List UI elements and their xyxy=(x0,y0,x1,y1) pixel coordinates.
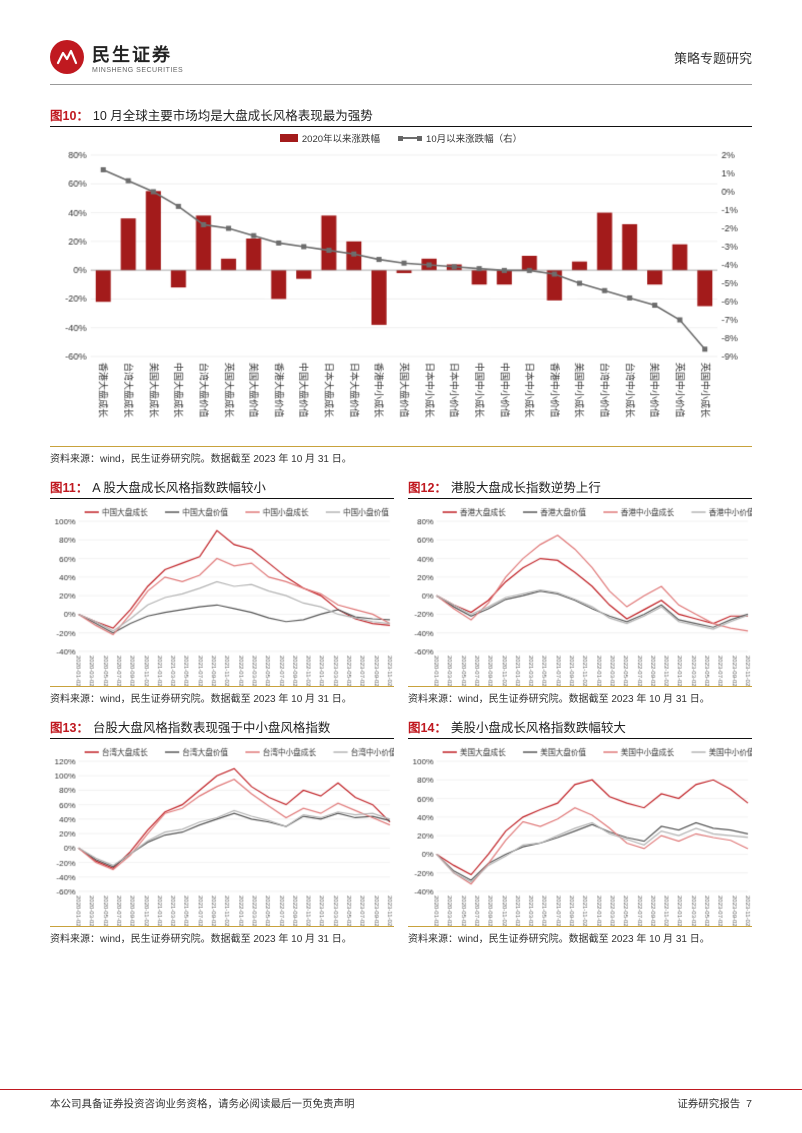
fig13-title-text: 台股大盘风格指数表现强于中小盘风格指数 xyxy=(93,717,331,736)
fig11-source: 资料来源：wind，民生证券研究院。数据截至 2023 年 10 月 31 日。 xyxy=(50,686,394,705)
fig11-chart xyxy=(50,503,394,686)
fig13-num: 图13： xyxy=(50,717,89,736)
logo-icon xyxy=(50,40,84,74)
fig13-chart xyxy=(50,743,394,926)
fig14-title: 图14： 美股小盘成长风格指数跌幅较大 xyxy=(408,717,752,736)
fig14-chart xyxy=(408,743,752,926)
fig10-source: 资料来源：wind，民生证券研究院。数据截至 2023 年 10 月 31 日。 xyxy=(50,446,752,465)
footer-label: 证券研究报告 xyxy=(677,1098,740,1110)
logo-text-en: MINSHENG SECURITIES xyxy=(92,67,183,74)
fig11-title: 图11： A 股大盘成长风格指数跌幅较小 xyxy=(50,477,394,496)
logo: 民生证券 MINSHENG SECURITIES xyxy=(50,40,183,74)
fig10-legend: 2020年以来涨跌幅 10月以来涨跌幅（右） xyxy=(50,131,752,145)
fig12-title: 图12： 港股大盘成长指数逆势上行 xyxy=(408,477,752,496)
fig12-source: 资料来源：wind，民生证券研究院。数据截至 2023 年 10 月 31 日。 xyxy=(408,686,752,705)
fig10-legend-line: 10月以来涨跌幅（右） xyxy=(426,131,522,145)
page-footer: 本公司具备证券投资咨询业务资格，请务必阅读最后一页免责声明 证券研究报告 7 xyxy=(0,1089,802,1111)
fig10-num: 图10： xyxy=(50,105,89,124)
footer-disclaimer: 本公司具备证券投资咨询业务资格，请务必阅读最后一页免责声明 xyxy=(50,1096,355,1111)
header-category: 策略专题研究 xyxy=(674,48,752,67)
fig14-num: 图14： xyxy=(408,717,447,736)
fig14-source: 资料来源：wind，民生证券研究院。数据截至 2023 年 10 月 31 日。 xyxy=(408,926,752,945)
logo-text-ch: 民生证券 xyxy=(92,41,183,67)
fig10-chart xyxy=(50,149,752,444)
fig11-title-text: A 股大盘成长风格指数跌幅较小 xyxy=(92,477,266,496)
fig12-chart xyxy=(408,503,752,686)
fig13-source: 资料来源：wind，民生证券研究院。数据截至 2023 年 10 月 31 日。 xyxy=(50,926,394,945)
page-header: 民生证券 MINSHENG SECURITIES 策略专题研究 xyxy=(50,40,752,85)
fig14-title-text: 美股小盘成长风格指数跌幅较大 xyxy=(451,717,626,736)
fig12-num: 图12： xyxy=(408,477,447,496)
fig13-title: 图13： 台股大盘风格指数表现强于中小盘风格指数 xyxy=(50,717,394,736)
fig11-num: 图11： xyxy=(50,477,88,496)
fig10-legend-bar: 2020年以来涨跌幅 xyxy=(302,131,380,145)
fig10-title-text: 10 月全球主要市场均是大盘成长风格表现最为强势 xyxy=(93,105,373,124)
fig12-title-text: 港股大盘成长指数逆势上行 xyxy=(451,477,601,496)
page-number: 7 xyxy=(746,1098,752,1110)
fig10-title: 图10： 10 月全球主要市场均是大盘成长风格表现最为强势 xyxy=(50,105,752,124)
